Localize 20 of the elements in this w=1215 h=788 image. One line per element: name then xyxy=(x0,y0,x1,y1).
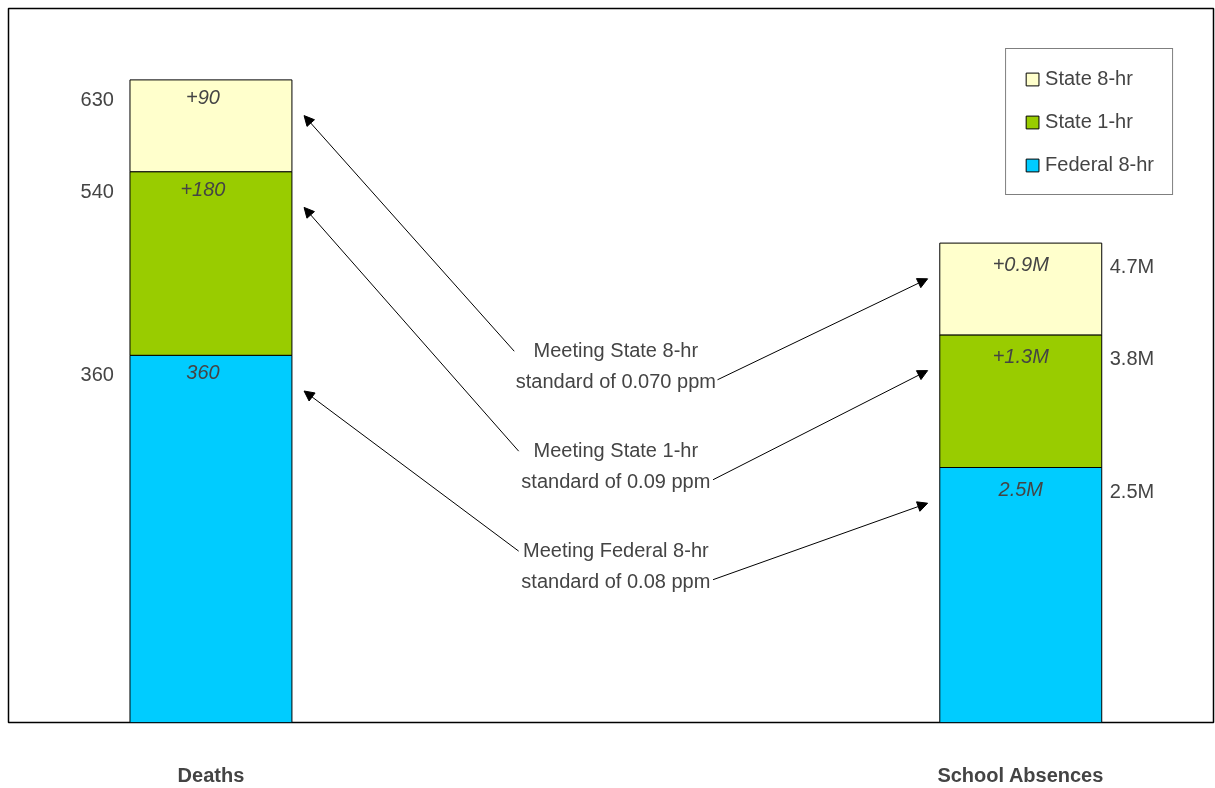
annotation: 2.5M xyxy=(1109,479,1155,502)
x-tick-label: School Absences xyxy=(937,763,1104,786)
annotation: Meeting State 8-hr standard of 0.070 ppm xyxy=(515,339,716,392)
annotation: 360 xyxy=(80,363,114,386)
data-label: +90 xyxy=(185,85,220,108)
data-label: +0.9M xyxy=(992,253,1050,276)
annotation: 540 xyxy=(80,179,114,202)
legend-label: Federal 8-hr xyxy=(1045,153,1154,176)
legend-label: State 1-hr xyxy=(1045,110,1133,133)
data-label: +1.3M xyxy=(992,344,1050,367)
data-label: 2.5M xyxy=(997,477,1044,500)
x-tick-label: Deaths xyxy=(177,763,245,786)
annotation: 3.8M xyxy=(1109,346,1155,369)
data-label: 360 xyxy=(186,361,220,384)
data-label: +180 xyxy=(180,177,226,200)
annotation: Meeting Federal 8-hr standard of 0.08 ppm xyxy=(521,539,711,592)
legend-label: State 8-hr xyxy=(1045,67,1133,90)
annotation: 4.7M xyxy=(1109,255,1155,278)
annotation: Meeting State 1-hr standard of 0.09 ppm xyxy=(521,439,711,492)
annotation: 630 xyxy=(80,87,114,110)
